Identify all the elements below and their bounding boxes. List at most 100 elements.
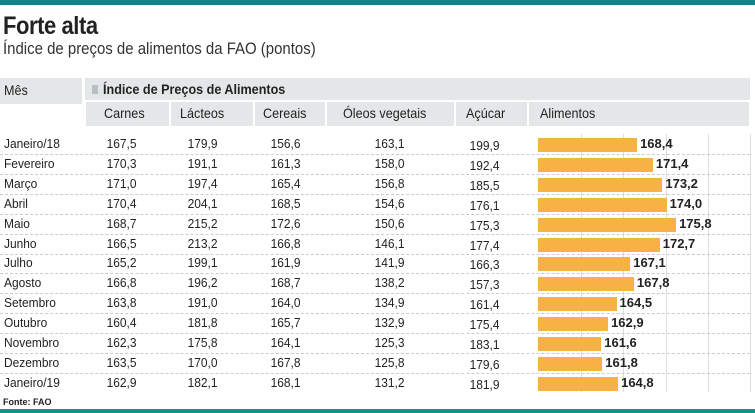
row-divider [0,154,750,155]
value-cell: 158,0 [375,155,405,171]
gridline [750,134,751,392]
food-index-bar [538,217,677,232]
value-cell: 166,5 [107,235,137,251]
value-cell: 191,1 [188,155,218,171]
food-index-bar [538,157,653,172]
value-cell: 125,3 [375,335,405,350]
value-cell: 157,3 [470,277,500,293]
month-header: Mês [4,82,28,98]
value-cell: 160,4 [107,315,137,331]
value-cell: 177,4 [470,237,500,253]
gridline [666,134,667,392]
row-divider [0,193,750,195]
value-cell: 138,2 [375,275,405,291]
column-header-band [171,102,253,126]
value-cell: 199,9 [470,138,500,153]
value-cell: 196,2 [188,275,218,291]
value-cell: 146,1 [375,235,405,251]
food-index-bar [538,197,667,212]
column-header-band [327,102,454,126]
value-cell: 168,7 [271,275,301,291]
value-cell: 163,5 [107,354,137,370]
column-header: Cereais [263,105,307,121]
group-header: Índice de Preços de Alimentos [103,81,286,97]
bottom-accent-bar [0,409,755,413]
value-cell: 164,0 [271,295,301,311]
row-divider [0,253,750,255]
column-header-band [86,102,169,126]
month-cell: Abril [4,195,28,211]
row-divider [0,372,750,374]
row-divider [0,213,750,215]
column-header: Lácteos [180,105,225,121]
row-divider [0,293,750,295]
food-index-bar [538,257,631,272]
value-cell: 191,0 [188,295,218,311]
food-index-bar [538,317,609,332]
month-cell: Março [4,175,38,191]
value-cell: 192,4 [470,157,500,173]
value-cell: 168,5 [271,195,301,211]
value-cell: 156,8 [375,175,405,191]
value-cell: 150,6 [375,215,405,231]
column-header: Alimentos [540,105,596,121]
value-cell: 204,1 [188,195,218,211]
row-divider [0,313,750,315]
value-cell: 165,7 [271,315,301,331]
column-header: Óleos vegetais [343,105,427,121]
month-cell: Janeiro/19 [4,374,60,390]
value-cell: 170,4 [107,195,137,211]
value-cell: 171,0 [107,175,137,191]
bar-label: 175,8 [679,215,712,231]
chart-subtitle: Índice de preços de alimentos da FAO (po… [3,39,316,58]
value-cell: 166,3 [470,257,500,273]
food-index-bar [538,138,638,152]
gridline [708,134,709,392]
value-cell: 199,1 [188,255,218,271]
group-header-band [85,78,750,100]
column-header: Carnes [104,105,145,121]
value-cell: 161,4 [470,297,500,313]
food-index-bar [538,297,617,312]
value-cell: 175,3 [470,217,500,233]
value-cell: 163,1 [375,136,405,151]
bar-label: 161,8 [605,354,638,370]
food-index-bar [538,237,660,252]
value-cell: 179,6 [470,356,500,372]
month-header-band [0,78,82,104]
month-cell: Junho [4,235,37,251]
value-cell: 168,7 [107,215,137,231]
value-cell: 131,2 [375,374,405,390]
source-note: Fonte: FAO [3,397,52,407]
value-cell: 162,9 [107,374,137,390]
month-cell: Julho [4,255,33,271]
row-divider [0,173,750,175]
month-cell: Novembro [4,335,60,350]
value-cell: 181,8 [188,315,218,331]
value-cell: 170,3 [107,155,137,171]
bar-label: 164,5 [619,295,653,311]
food-index-bar [538,337,602,351]
column-header-band [456,102,527,126]
food-index-bar [538,356,603,371]
value-cell: 179,9 [188,136,218,151]
value-cell: 125,8 [375,354,405,370]
top-accent-bar [0,0,755,5]
value-cell: 175,4 [470,317,500,333]
bar-label: 167,8 [636,275,670,291]
value-cell: 182,1 [188,374,218,390]
bar-label: 161,6 [604,335,637,350]
value-cell: 161,9 [271,255,301,271]
row-divider [0,353,750,354]
bar-label: 162,9 [611,315,644,331]
month-cell: Janeiro/18 [4,136,60,151]
column-header: Açúcar [466,105,506,121]
month-cell: Fevereiro [4,155,55,171]
value-cell: 172,6 [271,215,301,231]
value-cell: 165,4 [271,175,301,191]
value-cell: 166,8 [271,235,301,251]
row-divider [0,273,750,275]
bar-label: 171,4 [655,155,689,171]
value-cell: 161,3 [271,155,301,171]
